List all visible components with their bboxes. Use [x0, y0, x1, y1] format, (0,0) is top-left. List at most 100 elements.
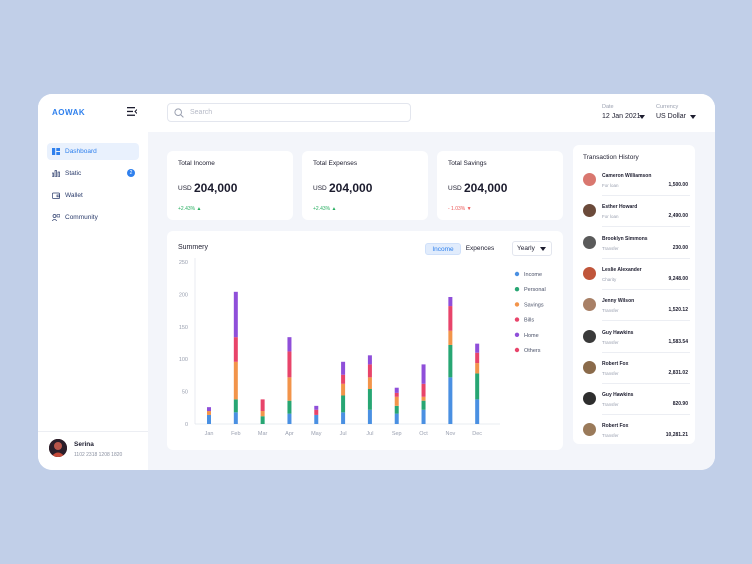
transaction-type: For loan — [602, 183, 619, 188]
divider — [602, 226, 690, 228]
sidebar-item-static[interactable]: Static 2 — [47, 165, 139, 182]
avatar — [583, 329, 596, 343]
divider — [602, 351, 690, 353]
date-label: Date — [602, 104, 614, 110]
bar-segment — [260, 399, 265, 412]
transaction-amount: 9,248.00 — [668, 275, 688, 282]
trend-up-icon: ▲ — [331, 206, 337, 212]
transaction-row[interactable]: Robert Fox Transfer 2,831.02 — [582, 359, 690, 387]
stat-currency: USD — [448, 185, 462, 192]
divider — [602, 320, 690, 322]
stat-change: - 1.03% ▼ — [448, 206, 472, 212]
transaction-amount: 1,583.54 — [668, 338, 688, 345]
bar-segment — [233, 399, 238, 413]
bar-segment — [421, 400, 426, 410]
stat-currency: USD — [313, 185, 327, 192]
bar-segment — [394, 396, 399, 406]
x-tick-label: Mar — [258, 431, 268, 437]
avatar — [583, 423, 596, 437]
wallet-icon — [52, 192, 60, 199]
y-tick-label: 150 — [179, 325, 188, 331]
bar-segment — [475, 352, 480, 364]
divider — [602, 414, 690, 416]
avatar[interactable] — [49, 439, 67, 457]
avatar — [583, 173, 596, 186]
transaction-amount: 1,500.00 — [668, 182, 688, 188]
date-value: 12 Jan 2021 — [602, 113, 641, 120]
transaction-row[interactable]: Guy Hawkins Transfer 820.90 — [582, 390, 690, 418]
transaction-row[interactable]: Jenny Wilson Transfer 1,520.12 — [582, 296, 690, 324]
sidebar-item-label: Static — [65, 170, 82, 177]
transaction-row[interactable]: Esther Howard For loan 2,490.00 — [582, 202, 690, 230]
bar-segment — [367, 364, 372, 378]
bar-segment — [341, 361, 346, 375]
transaction-row[interactable]: Cameron Williamson For loan 1,500.00 — [582, 171, 690, 199]
stat-card-savings: Total Savings USD 204,000 - 1.03% ▼ — [437, 151, 563, 220]
transaction-name: Esther Howard — [602, 204, 638, 211]
legend-label: Income — [524, 272, 542, 278]
y-tick-label: 200 — [179, 292, 188, 298]
legend-marker — [514, 271, 520, 277]
bar-segment — [287, 337, 292, 352]
transaction-row[interactable]: Robert Fox Transfer 10,281.21 — [582, 421, 690, 449]
bar-segment — [207, 414, 211, 424]
stat-change: +2.43% ▲ — [313, 206, 337, 212]
chevron-down-icon — [639, 115, 645, 119]
x-tick-label: Jan — [205, 431, 214, 437]
transaction-type: Transfer — [602, 433, 619, 439]
x-tick-label: Oct — [419, 431, 428, 437]
transaction-history-title: Transaction History — [583, 154, 639, 161]
sidebar-item-label: Wallet — [65, 192, 83, 199]
avatar — [583, 266, 596, 280]
search-input[interactable]: Search — [167, 103, 411, 122]
transaction-type: Transfer — [602, 370, 619, 376]
y-tick-label: 100 — [179, 357, 188, 363]
divider — [602, 382, 690, 384]
stat-title: Total Expenses — [313, 160, 358, 167]
transaction-row[interactable]: Brooklyn Simmons Transfer 230.00 — [582, 234, 690, 262]
toggle-income[interactable]: Income — [425, 243, 461, 255]
stat-card-expenses: Total Expenses USD 204,000 +2.43% ▲ — [302, 151, 428, 220]
transaction-type: Charity — [602, 276, 617, 282]
bar-segment — [367, 355, 372, 365]
bar-segment — [448, 330, 453, 345]
transaction-row[interactable]: Guy Hawkins Transfer 1,583.54 — [582, 328, 690, 356]
period-select[interactable]: Yearly — [512, 241, 552, 256]
sidebar-item-community[interactable]: Community — [47, 209, 139, 226]
currency-label: Currency — [656, 104, 679, 110]
sidebar-item-dashboard[interactable]: Dashboard — [47, 143, 139, 160]
bar-segment — [421, 409, 426, 424]
bar-segment — [421, 383, 426, 397]
legend-label: Bills — [524, 318, 534, 324]
transaction-name: Jenny Wilson — [602, 298, 635, 305]
transaction-name: Guy Hawkins — [602, 329, 634, 336]
x-tick-label: May — [311, 431, 322, 437]
divider — [602, 195, 690, 196]
y-tick-label: 250 — [179, 260, 188, 266]
stat-value: 204,000 — [464, 181, 508, 195]
period-value: Yearly — [517, 245, 535, 252]
sidebar: Dashboard Static 2 Wallet Commun — [38, 132, 148, 470]
bar-segment — [287, 400, 292, 414]
transaction-name: Cameron Williamson — [602, 173, 652, 179]
legend-label: Others — [524, 348, 541, 354]
toggle-expenses[interactable]: Expences — [465, 245, 495, 252]
bar-segment — [287, 413, 292, 424]
bar-segment — [448, 296, 453, 307]
x-tick-label: Feb — [231, 431, 240, 437]
menu-icon[interactable] — [127, 107, 137, 116]
bar-segment — [287, 351, 292, 378]
transaction-row[interactable]: Leslie Alexander Charity 9,248.00 — [582, 265, 690, 293]
bar-segment — [475, 363, 480, 374]
sidebar-item-wallet[interactable]: Wallet — [47, 187, 139, 204]
summary-chart: 0 50 100 150 200 250 Jan Feb Mar Apr May Jul Jul Sep O… — [179, 258, 546, 437]
bar-segment — [341, 383, 346, 396]
bar-segment — [233, 291, 238, 338]
bar-segment — [341, 374, 346, 384]
bar-segment — [367, 409, 372, 424]
main-content: Total Income USD 204,000 +2.43% ▲ Total … — [148, 132, 715, 470]
search-icon — [174, 108, 184, 118]
transaction-amount: 10,281.21 — [665, 432, 688, 439]
x-tick-label: Jul — [340, 431, 347, 437]
legend-marker — [514, 347, 520, 353]
